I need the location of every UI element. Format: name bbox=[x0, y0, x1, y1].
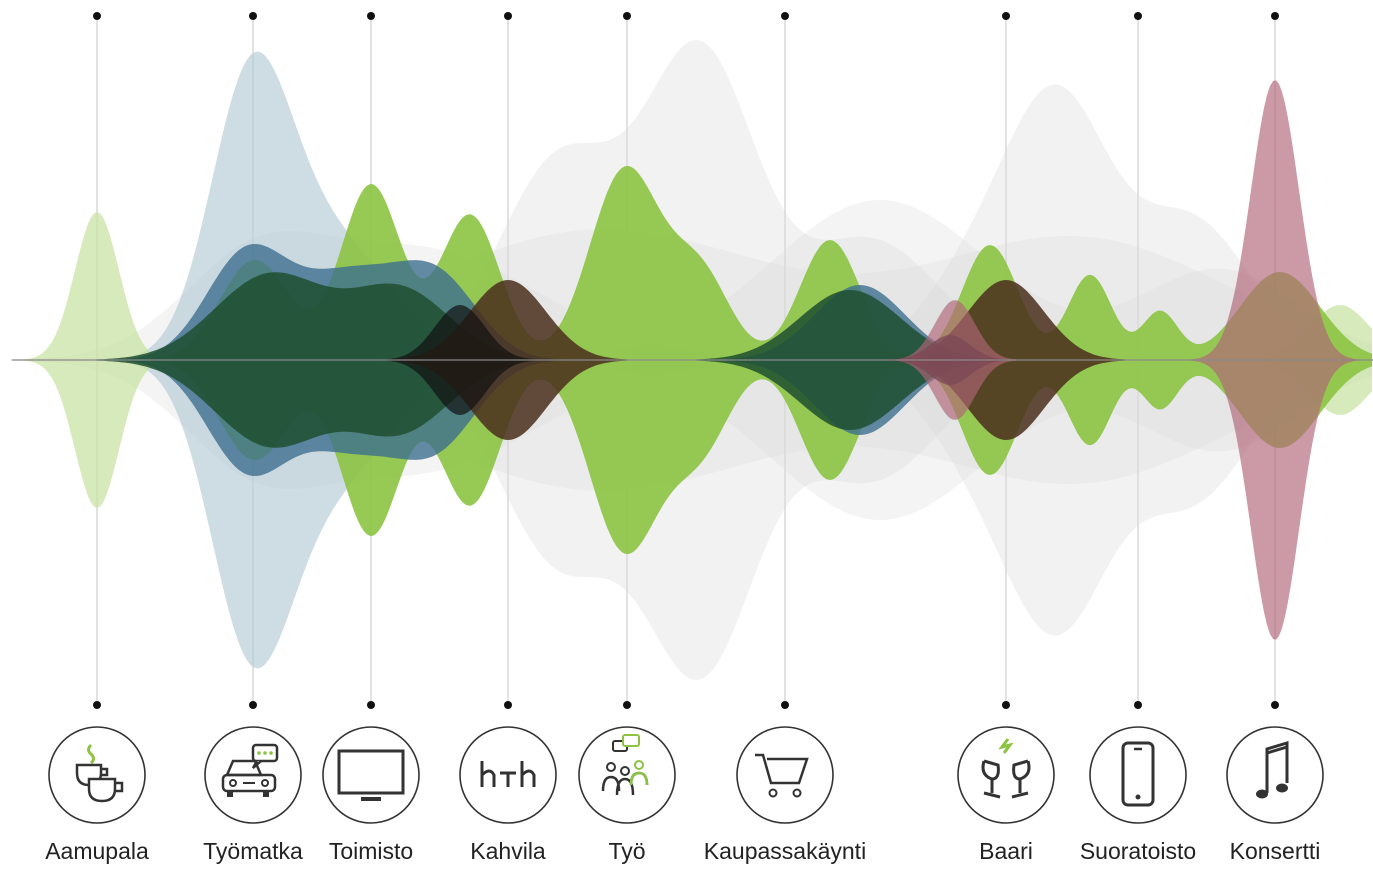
timeline-dot-bottom bbox=[1002, 701, 1010, 709]
cafe-tables-icon bbox=[459, 726, 557, 824]
team-chat-icon bbox=[578, 726, 676, 824]
shopping-cart-icon bbox=[736, 726, 834, 824]
coffee-cups-icon bbox=[48, 726, 146, 824]
car-chat-icon bbox=[204, 726, 302, 824]
activity-label-toimisto: Toimisto bbox=[328, 838, 414, 864]
activity-icons bbox=[48, 726, 1324, 824]
smartphone-icon bbox=[1089, 726, 1187, 824]
timeline-dot-bottom bbox=[249, 701, 257, 709]
wave-layer bbox=[10, 280, 1372, 440]
timeline-dot-top bbox=[623, 12, 631, 20]
timeline-dots bbox=[93, 12, 1279, 709]
timeline-dot-top bbox=[1271, 12, 1279, 20]
timeline-dot-top bbox=[93, 12, 101, 20]
timeline-dot-bottom bbox=[93, 701, 101, 709]
timeline-dot-top bbox=[367, 12, 375, 20]
timeline-dot-top bbox=[1002, 12, 1010, 20]
timeline-dot-bottom bbox=[1134, 701, 1142, 709]
activity-label-baari: Baari bbox=[979, 838, 1033, 864]
timeline-dot-bottom bbox=[1271, 701, 1279, 709]
activity-label-suoratoisto: Suoratoisto bbox=[1079, 838, 1197, 864]
activity-label-konsertti: Konsertti bbox=[1229, 838, 1321, 864]
timeline-dot-top bbox=[504, 12, 512, 20]
wine-glasses-icon bbox=[957, 726, 1055, 824]
music-note-icon bbox=[1226, 726, 1324, 824]
timeline-dot-top bbox=[249, 12, 257, 20]
activity-label-tyo: Työ bbox=[608, 838, 646, 864]
timeline-dot-bottom bbox=[623, 701, 631, 709]
timeline-dot-bottom bbox=[504, 701, 512, 709]
monitor-icon bbox=[322, 726, 420, 824]
activity-label-tyomatka: Työmatka bbox=[203, 838, 303, 864]
timeline-dot-top bbox=[781, 12, 789, 20]
timeline-dot-top bbox=[1134, 12, 1142, 20]
timeline-dot-bottom bbox=[781, 701, 789, 709]
timeline-dot-bottom bbox=[367, 701, 375, 709]
activity-label-kahvila: Kahvila bbox=[470, 838, 546, 864]
activity-label-aamupala: Aamupala bbox=[45, 838, 149, 864]
activity-label-kaupassakaynti: Kaupassakäynti bbox=[703, 838, 867, 864]
wave-layer bbox=[10, 84, 1372, 636]
